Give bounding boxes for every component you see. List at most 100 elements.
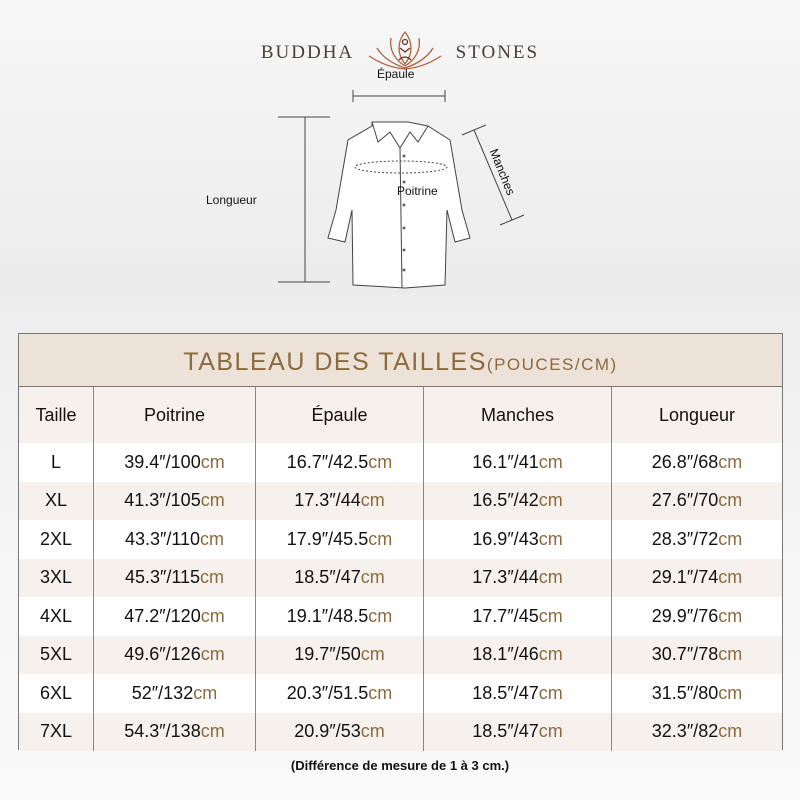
cell-value: 4XL	[39, 605, 73, 626]
cell-longueur: 27.6″/70 cm	[611, 481, 782, 520]
cell-longueur: 29.9″/76 cm	[611, 597, 782, 636]
cell-size: L	[19, 443, 93, 482]
cell-value: 18.5″/47	[472, 721, 539, 742]
header-manches: Manches	[423, 387, 611, 443]
cell-size: 2XL	[19, 520, 93, 559]
cell-longueur: 28.3″/72 cm	[611, 520, 782, 559]
cell-value: 16.1″/41	[472, 451, 539, 472]
cell-value: 20.3″/51.5	[286, 682, 369, 703]
cell-value: 29.1″/74	[651, 567, 719, 588]
unit-cm: cm	[718, 644, 743, 665]
header-epaule: Épaule	[255, 387, 423, 443]
unit-cm: cm	[538, 682, 563, 703]
cell-poitrine: 52″/132 cm	[93, 674, 255, 713]
logo-text-right: STONES	[455, 42, 540, 63]
cell-value: 18.1″/46	[472, 644, 539, 665]
cell-value: 27.6″/70	[651, 490, 719, 511]
lotus-icon	[367, 28, 443, 78]
unit-cm: cm	[538, 567, 563, 588]
cell-value: 45.3″/115	[124, 567, 201, 588]
unit-cm: cm	[368, 451, 393, 472]
cell-epaule: 16.7″/42.5 cm	[255, 443, 423, 482]
cell-value: 26.8″/68	[651, 451, 719, 472]
cell-poitrine: 47.2″/120 cm	[93, 597, 255, 636]
cell-size: XL	[19, 481, 93, 520]
cell-value: 52″/132	[131, 682, 194, 703]
brand-logo: BUDDHA STONES	[0, 28, 800, 78]
unit-cm: cm	[368, 682, 393, 703]
unit-cm: cm	[538, 490, 563, 511]
cell-longueur: 31.5″/80 cm	[611, 674, 782, 713]
logo-text-left: BUDDHA	[260, 42, 355, 63]
cell-size: 5XL	[19, 635, 93, 674]
cell-manches: 18.5″/47 cm	[423, 712, 611, 751]
cell-epaule: 17.3″/44 cm	[255, 481, 423, 520]
cell-longueur: 30.7″/78 cm	[611, 635, 782, 674]
unit-cm: cm	[718, 605, 743, 626]
title-unit: (POUCES/CM)	[486, 355, 618, 374]
shirt-illustration	[278, 90, 525, 289]
unit-cm: cm	[538, 528, 563, 549]
cell-epaule: 20.3″/51.5 cm	[255, 674, 423, 713]
cell-value: 30.7″/78	[651, 644, 719, 665]
cell-value: 19.7″/50	[294, 644, 361, 665]
unit-cm: cm	[360, 644, 385, 665]
unit-cm: cm	[200, 644, 225, 665]
cell-epaule: 20.9″/53 cm	[255, 712, 423, 751]
cell-poitrine: 49.6″/126 cm	[93, 635, 255, 674]
cell-value: 3XL	[39, 567, 73, 588]
cell-manches: 18.5″/47 cm	[423, 674, 611, 713]
cell-manches: 16.1″/41 cm	[423, 443, 611, 482]
cell-value: 17.3″/44	[472, 567, 539, 588]
cell-poitrine: 43.3″/110 cm	[93, 520, 255, 559]
unit-cm: cm	[538, 605, 563, 626]
unit-cm: cm	[200, 528, 225, 549]
table-grid: Taille Poitrine Épaule Manches Longueur …	[19, 387, 782, 751]
cell-value: 47.2″/120	[124, 605, 201, 626]
cell-size: 7XL	[19, 712, 93, 751]
label-longueur: Longueur	[206, 193, 257, 207]
unit-cm: cm	[200, 451, 225, 472]
label-poitrine: Poitrine	[397, 184, 438, 198]
cell-value: 20.9″/53	[294, 721, 361, 742]
unit-cm: cm	[718, 567, 743, 588]
cell-value: 29.9″/76	[651, 605, 719, 626]
header-longueur: Longueur	[611, 387, 782, 443]
cell-longueur: 32.3″/82 cm	[611, 712, 782, 751]
cell-manches: 17.3″/44 cm	[423, 558, 611, 597]
cell-poitrine: 39.4″/100 cm	[93, 443, 255, 482]
unit-cm: cm	[360, 490, 385, 511]
cell-value: 31.5″/80	[651, 682, 719, 703]
unit-cm: cm	[718, 451, 743, 472]
title-text: TABLEAU DES TAILLES	[183, 348, 487, 376]
size-chart-table: TABLEAU DES TAILLES(POUCES/CM) Taille Po…	[18, 333, 783, 751]
cell-size: 6XL	[19, 674, 93, 713]
cell-epaule: 19.7″/50 cm	[255, 635, 423, 674]
cell-value: L	[50, 451, 61, 472]
unit-cm: cm	[360, 721, 385, 742]
header-taille: Taille	[19, 387, 93, 443]
cell-value: 39.4″/100	[124, 451, 201, 472]
unit-cm: cm	[360, 567, 385, 588]
cell-value: 17.7″/45	[472, 605, 539, 626]
cell-value: 19.1″/48.5	[286, 605, 369, 626]
cell-manches: 16.9″/43 cm	[423, 520, 611, 559]
cell-value: 17.3″/44	[294, 490, 361, 511]
cell-value: XL	[44, 490, 68, 511]
cell-value: 18.5″/47	[294, 567, 361, 588]
cell-epaule: 18.5″/47 cm	[255, 558, 423, 597]
shirt-diagram: Épaule Longueur Poitrine Manches	[0, 60, 800, 300]
cell-manches: 16.5″/42 cm	[423, 481, 611, 520]
unit-cm: cm	[538, 451, 563, 472]
cell-value: 41.3″/105	[124, 490, 201, 511]
cell-value: 18.5″/47	[472, 682, 539, 703]
cell-epaule: 19.1″/48.5 cm	[255, 597, 423, 636]
cell-poitrine: 45.3″/115 cm	[93, 558, 255, 597]
cell-value: 49.6″/126	[124, 644, 201, 665]
unit-cm: cm	[718, 528, 743, 549]
cell-value: 32.3″/82	[651, 721, 719, 742]
cell-longueur: 29.1″/74 cm	[611, 558, 782, 597]
unit-cm: cm	[538, 721, 563, 742]
cell-value: 6XL	[39, 682, 73, 703]
cell-value: 5XL	[39, 644, 73, 665]
